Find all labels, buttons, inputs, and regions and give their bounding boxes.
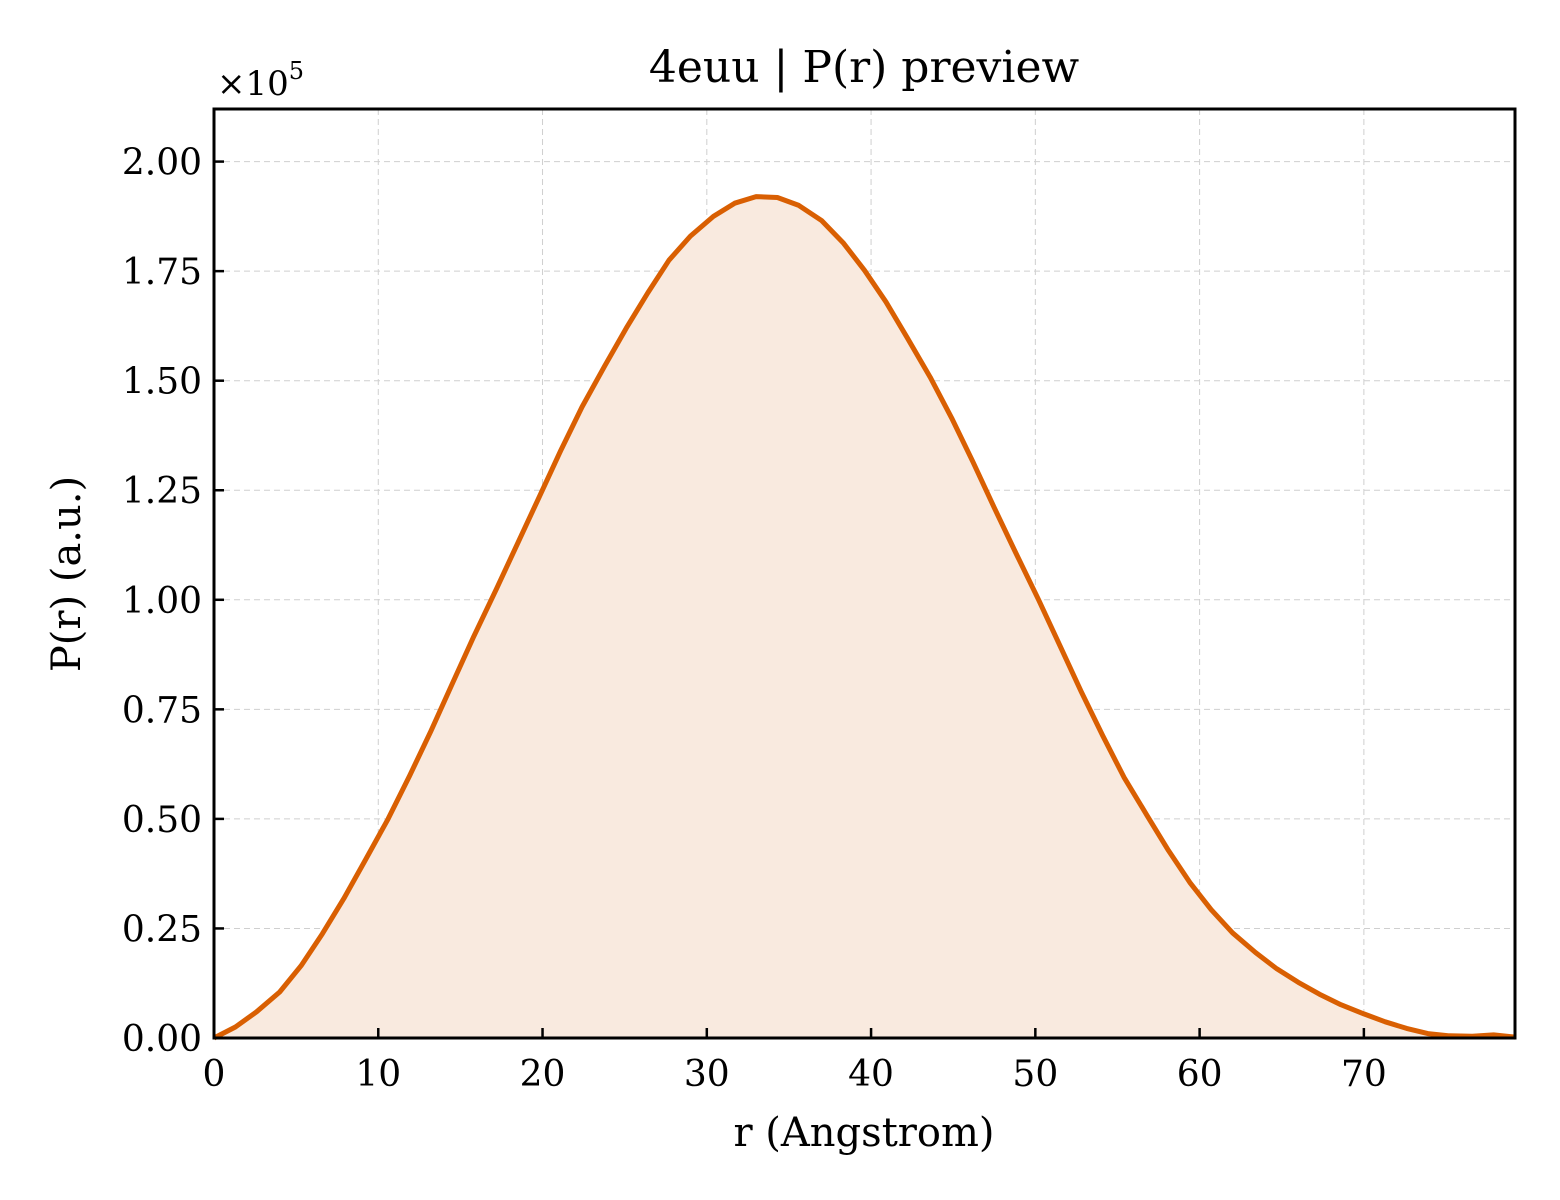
x-tick-label: 20 — [520, 1054, 566, 1095]
chart-title: 4euu | P(r) preview — [649, 42, 1080, 93]
plot-frame — [212, 107, 1517, 1040]
x-tick-label: 10 — [355, 1054, 401, 1095]
y-tick-label: 0.50 — [122, 800, 202, 841]
y-tick-label: 0.75 — [122, 690, 202, 731]
x-tick-label: 60 — [1177, 1054, 1223, 1095]
x-tick-label: 30 — [684, 1054, 730, 1095]
x-tick-label: 0 — [203, 1054, 226, 1095]
y-tick-label: 0.25 — [122, 909, 202, 950]
y-tick-label: 2.00 — [122, 143, 202, 184]
x-tick-label: 70 — [1341, 1054, 1387, 1095]
y-axis-ticks: 0.00 0.25 0.50 0.75 1.00 1.25 1.50 1.75 2.00 — [122, 143, 224, 1060]
x-tick-label: 40 — [848, 1054, 894, 1095]
pr-curve — [212, 194, 1516, 1041]
y-tick-label: 1.25 — [122, 471, 202, 512]
y-offset-text: ×105 — [217, 57, 304, 104]
pr-area-fill — [214, 196, 1515, 1039]
y-tick-label: 1.00 — [122, 581, 202, 622]
x-axis-ticks: 0 10 20 30 40 50 60 70 — [203, 1028, 1387, 1095]
y-tick-label: 0.00 — [122, 1019, 202, 1060]
x-axis-label: r (Angstrom) — [733, 1110, 994, 1156]
y-tick-label: 1.50 — [122, 362, 202, 403]
y-tick-label: 1.75 — [122, 252, 202, 293]
y-axis-label: P(r) (a.u.) — [44, 476, 90, 672]
x-tick-label: 50 — [1012, 1054, 1058, 1095]
